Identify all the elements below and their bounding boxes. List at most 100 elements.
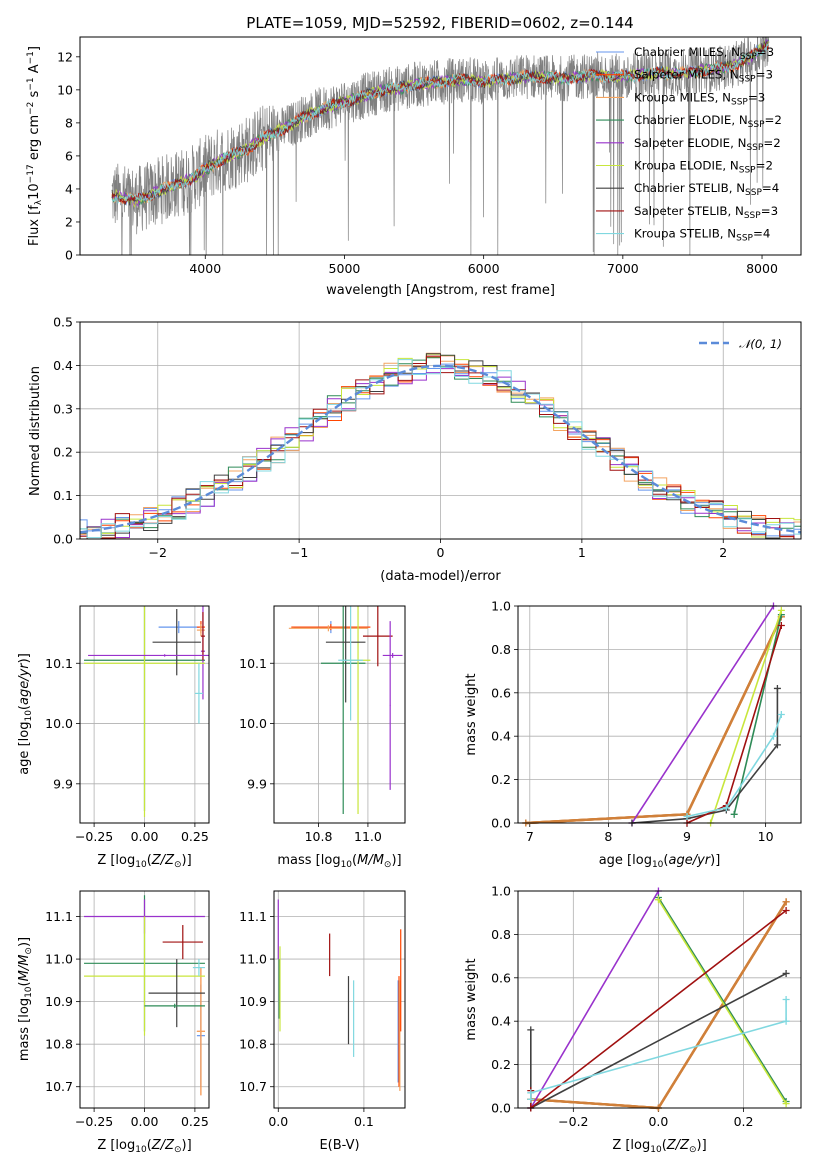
y-tick-label: 0.2: [53, 445, 73, 460]
y-tick-label: 0.0: [491, 1101, 511, 1116]
x-tick-label: 6000: [468, 261, 500, 276]
y-tick-label: 0.3: [53, 401, 73, 416]
legend-label: Chabrier MILES, NSSP=3: [634, 45, 774, 62]
y-tick-label: 1.0: [491, 599, 511, 614]
y-tick-label: 0.0: [491, 816, 511, 831]
weight-line: [657, 899, 787, 1105]
weight-marker: [777, 606, 785, 614]
legend-label: Chabrier ELODIE, NSSP=2: [634, 113, 782, 130]
x-tick-label: 10: [758, 829, 774, 844]
weight-marker: [769, 732, 777, 740]
axes-frame: [79, 605, 210, 824]
weight-line: [686, 714, 783, 818]
histogram-step-line: [80, 359, 801, 539]
x-tick-label: 10.8: [305, 829, 333, 844]
normal-curve: [80, 364, 801, 534]
y-tick-label: 0.6: [491, 685, 511, 700]
axes-frame: [273, 605, 406, 824]
y-tick-label: 10.9: [239, 994, 267, 1009]
y-axis-label: mass weight: [464, 958, 479, 1040]
y-axis-label: mass [log10(M/M⊙)]: [17, 937, 34, 1061]
weight-marker: [730, 810, 738, 818]
age-vs-mass-panel: 10.8 11.0 9.9 10.0 10.1 mass [log10(M/M⊙)]: [239, 605, 406, 870]
y-axis-label: mass weight: [464, 673, 479, 755]
y-axis-label: Normed distribution: [28, 366, 43, 496]
y-tick-label: 0.1: [53, 488, 73, 503]
y-tick-label: 0.5: [53, 315, 73, 330]
y-tick-label: 10.7: [45, 1079, 73, 1094]
weight-line: [525, 616, 783, 825]
y-tick-label: 0: [65, 248, 73, 263]
weight-line: [631, 605, 775, 824]
spectrum-lines: [111, 37, 770, 255]
age-vs-Z-panel: −0.25 0.00 0.25 9.9 10.0 10.1 Z [log10(Z/Z⊙)] a…: [17, 605, 210, 870]
y-tick-label: 10.7: [239, 1079, 267, 1094]
weight-marker: [527, 1095, 535, 1103]
y-tick-label: 10: [57, 82, 73, 97]
x-tick-label: 8: [604, 829, 612, 844]
weight-marker: [782, 898, 790, 906]
x-tick-label: 8000: [746, 261, 778, 276]
x-tick-label: 4000: [189, 261, 221, 276]
y-tick-label: 10.0: [45, 716, 73, 731]
weight-marker: [527, 1026, 535, 1034]
errorbar-group: [84, 606, 209, 817]
x-axis-label: (data-model)/error: [380, 569, 501, 584]
weight-line: [530, 890, 660, 1109]
weight-marker: [782, 907, 790, 915]
y-tick-label: 10.8: [45, 1037, 73, 1052]
legend-label: Kroupa STELIB, NSSP=4: [634, 227, 770, 244]
x-tick-label: 5000: [329, 261, 361, 276]
massweight-vs-age-panel: 7 8 9 10 0.0 0.2 0.4 0.6 0.8 1.0 age [log10(age/yr…: [464, 599, 802, 870]
y-axis-label: age [log10(age/yr)]: [17, 653, 34, 775]
x-axis-label: age [log10(age/yr)]: [599, 853, 721, 870]
x-tick-label: 0.2: [734, 1114, 754, 1129]
y-tick-label: 2: [65, 214, 73, 229]
mass-vs-EBV-panel: 0.0 0.1 10.7 10.8 10.9 11.0 11.1 E(B-V): [239, 890, 406, 1153]
y-tick-label: 8: [65, 115, 73, 130]
y-tick-label: 11.1: [239, 909, 267, 924]
y-tick-label: 0.0: [53, 532, 73, 547]
errorbar-group: [288, 606, 403, 814]
y-tick-label: 10.9: [45, 994, 73, 1009]
x-tick-label: 7: [526, 829, 534, 844]
weight-marker: [782, 1017, 790, 1025]
weight-marker: [777, 711, 785, 718]
axes-frame: [273, 890, 406, 1109]
x-tick-label: 0: [437, 545, 445, 560]
weight-line: [733, 614, 783, 815]
y-tick-label: 0.8: [491, 927, 511, 942]
legend-label: Chabrier STELIB, NSSP=4: [634, 181, 779, 198]
histogram-lines: [80, 352, 801, 539]
y-tick-label: 9.9: [53, 776, 73, 791]
y-tick-label: 10.1: [239, 656, 267, 671]
x-tick-label: −2: [149, 545, 167, 560]
y-tick-label: 11.0: [239, 952, 267, 967]
weight-marker: [683, 812, 691, 820]
y-tick-label: 0.2: [491, 772, 511, 787]
x-axis-label: Z [log10(Z/Z⊙)]: [97, 1138, 191, 1155]
x-tick-label: 0.0: [648, 1114, 668, 1129]
y-tick-label: 10.1: [45, 656, 73, 671]
errorbar-group: [277, 899, 402, 1091]
y-tick-label: 0.4: [491, 1014, 511, 1029]
legend-label: Kroupa MILES, NSSP=3: [634, 90, 765, 107]
figure-title: PLATE=1059, MJD=52592, FIBERID=0602, z=0…: [246, 14, 633, 32]
y-tick-label: 0.6: [491, 970, 511, 985]
y-axis-label: Flux [fλ10−17 erg cm−2 s−1 A−1]: [26, 46, 44, 246]
x-tick-label: 7000: [607, 261, 639, 276]
y-tick-label: 10.8: [239, 1037, 267, 1052]
legend-label: Salpeter MILES, NSSP=3: [634, 68, 773, 85]
x-tick-label: 0.00: [131, 1114, 159, 1129]
weight-marker: [777, 622, 785, 630]
x-axis-label: Z [log10(Z/Z⊙)]: [612, 1138, 706, 1155]
y-tick-label: 11.1: [45, 909, 73, 924]
x-tick-label: 2: [719, 545, 727, 560]
x-tick-label: −0.25: [75, 1114, 113, 1129]
legend-label: 𝒩(0, 1): [739, 337, 782, 351]
y-tick-label: 11.0: [45, 952, 73, 967]
weight-marker: [782, 996, 790, 1003]
weight-marker: [782, 969, 790, 977]
weight-line: [657, 897, 787, 1102]
